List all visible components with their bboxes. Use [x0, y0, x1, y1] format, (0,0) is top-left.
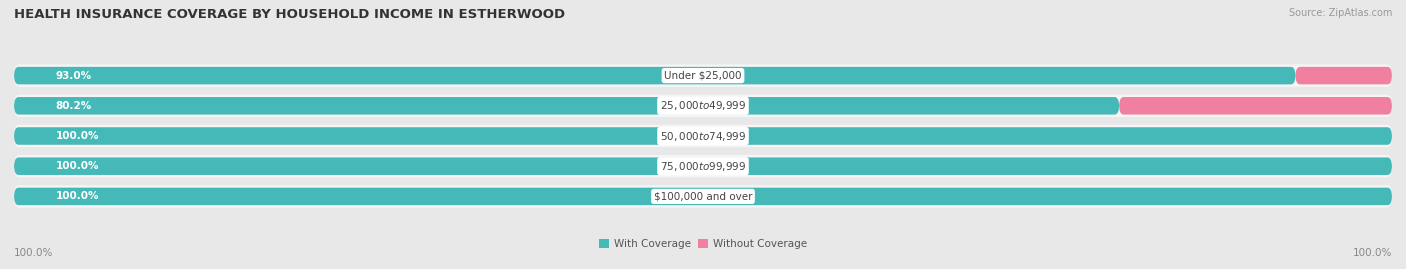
Text: HEALTH INSURANCE COVERAGE BY HOUSEHOLD INCOME IN ESTHERWOOD: HEALTH INSURANCE COVERAGE BY HOUSEHOLD I…	[14, 8, 565, 21]
FancyBboxPatch shape	[14, 97, 1119, 115]
Text: 100.0%: 100.0%	[1353, 248, 1392, 258]
Text: 80.2%: 80.2%	[55, 101, 91, 111]
FancyBboxPatch shape	[14, 95, 1392, 117]
FancyBboxPatch shape	[14, 188, 1392, 205]
FancyBboxPatch shape	[14, 157, 1392, 175]
Text: 93.0%: 93.0%	[55, 70, 91, 81]
FancyBboxPatch shape	[14, 65, 1392, 87]
Text: $100,000 and over: $100,000 and over	[654, 192, 752, 201]
Text: Under $25,000: Under $25,000	[664, 70, 742, 81]
FancyBboxPatch shape	[14, 127, 1392, 145]
Text: $50,000 to $74,999: $50,000 to $74,999	[659, 129, 747, 143]
Text: Source: ZipAtlas.com: Source: ZipAtlas.com	[1288, 8, 1392, 18]
FancyBboxPatch shape	[14, 155, 1392, 177]
FancyBboxPatch shape	[14, 67, 1295, 84]
Text: $75,000 to $99,999: $75,000 to $99,999	[659, 160, 747, 173]
FancyBboxPatch shape	[1295, 67, 1392, 84]
Text: 100.0%: 100.0%	[55, 131, 98, 141]
Text: 100.0%: 100.0%	[55, 192, 98, 201]
Legend: With Coverage, Without Coverage: With Coverage, Without Coverage	[595, 235, 811, 253]
Text: 100.0%: 100.0%	[55, 161, 98, 171]
FancyBboxPatch shape	[1119, 97, 1392, 115]
FancyBboxPatch shape	[14, 185, 1392, 208]
Text: 100.0%: 100.0%	[14, 248, 53, 258]
Text: $25,000 to $49,999: $25,000 to $49,999	[659, 99, 747, 112]
FancyBboxPatch shape	[14, 125, 1392, 147]
